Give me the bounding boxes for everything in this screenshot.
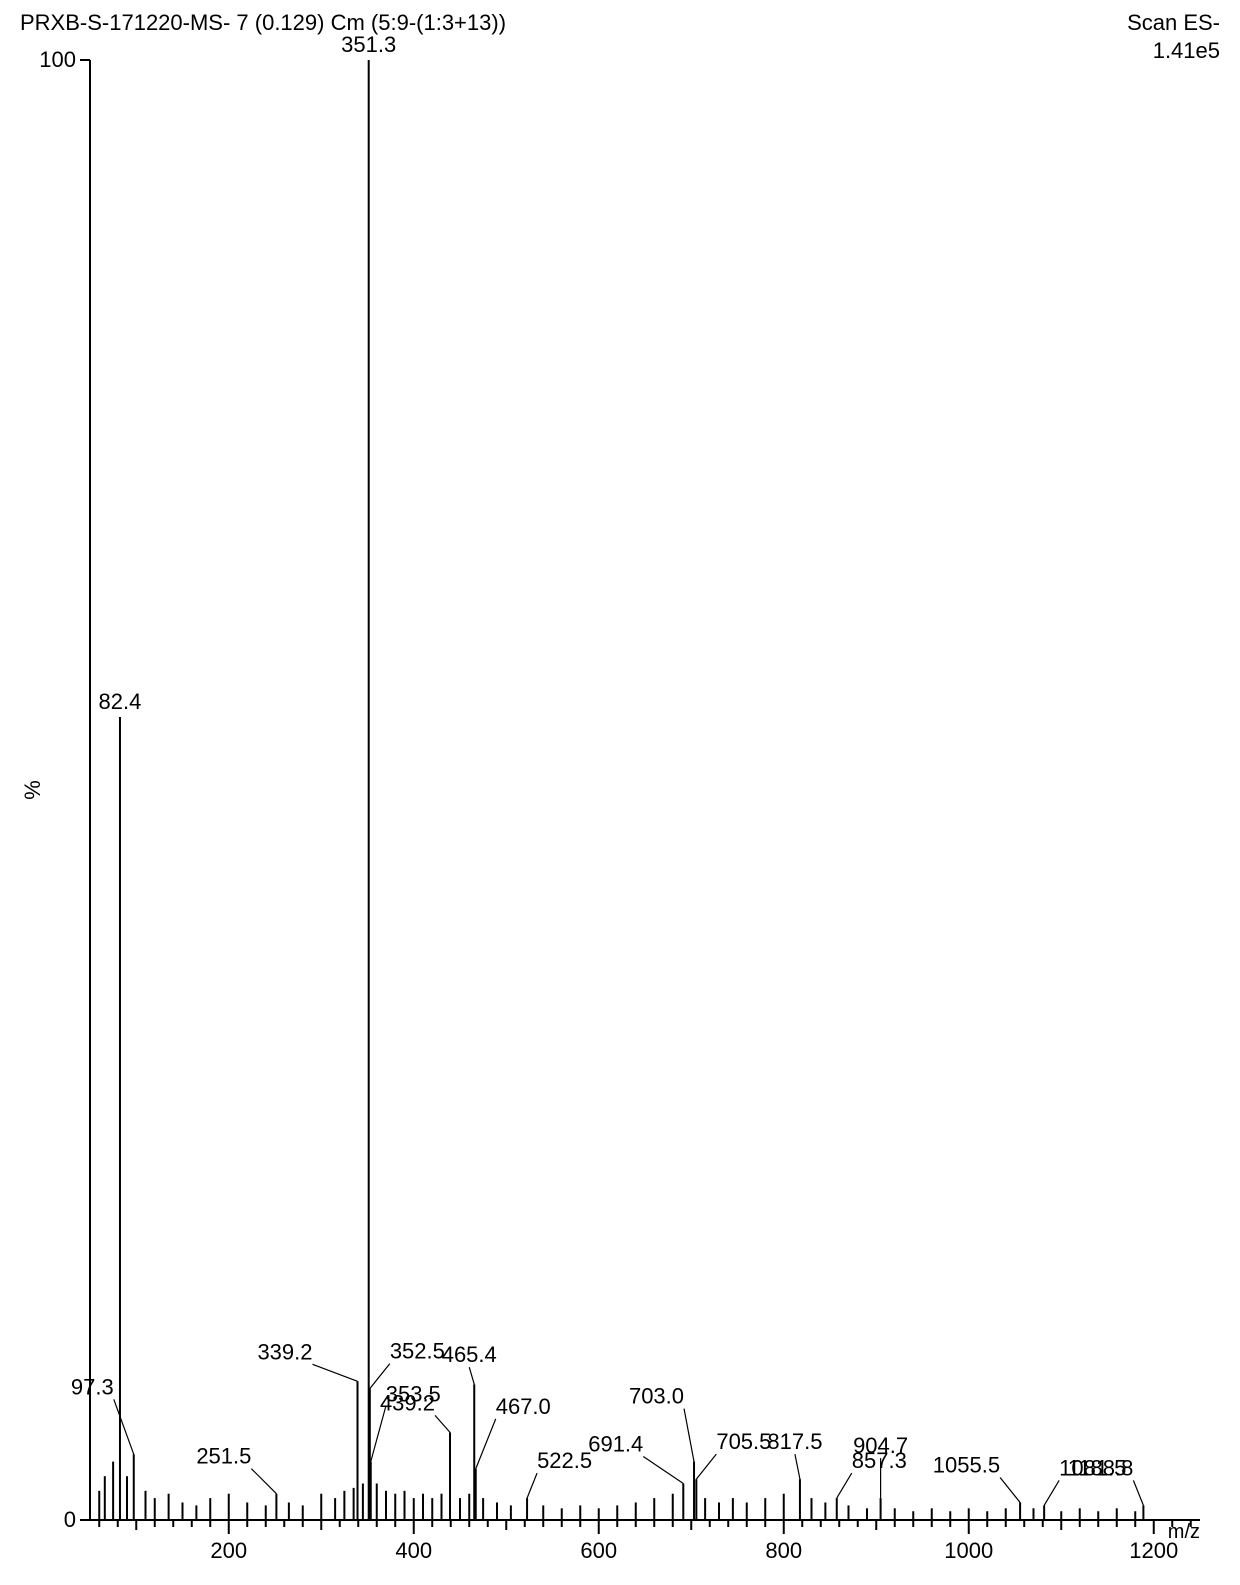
peak-label: 82.4 bbox=[99, 689, 142, 714]
peak-label: 97.3 bbox=[71, 1374, 114, 1399]
chart-title: PRXB-S-171220-MS- 7 (0.129) Cm (5:9-(1:3… bbox=[20, 10, 506, 35]
peak-leader bbox=[1133, 1480, 1143, 1505]
peak-label: 1188.8 bbox=[1068, 1455, 1134, 1480]
y-axis-label: % bbox=[20, 780, 45, 800]
peak-leader bbox=[696, 1454, 716, 1479]
peak-label: 251.5 bbox=[196, 1444, 251, 1469]
peak-leader bbox=[1044, 1480, 1059, 1505]
peak-label: 705.5 bbox=[716, 1429, 771, 1454]
scan-mode-label: Scan ES- bbox=[1127, 10, 1220, 35]
peak-label: 465.4 bbox=[442, 1342, 497, 1367]
mass-spectrum-chart: PRXB-S-171220-MS- 7 (0.129) Cm (5:9-(1:3… bbox=[0, 0, 1240, 1585]
peak-leader bbox=[684, 1409, 694, 1462]
peak-leader bbox=[1000, 1477, 1020, 1502]
peak-leader bbox=[837, 1473, 852, 1498]
y-tick-label: 0 bbox=[64, 1507, 76, 1532]
peak-label: 439.2 bbox=[380, 1390, 435, 1415]
x-tick-label: 800 bbox=[765, 1538, 802, 1563]
peak-label: 339.2 bbox=[257, 1339, 312, 1364]
peak-leader bbox=[313, 1364, 358, 1381]
peak-label: 351.3 bbox=[341, 32, 396, 57]
peak-label: 817.5 bbox=[767, 1429, 822, 1454]
x-tick-label: 1000 bbox=[944, 1538, 993, 1563]
peak-leader bbox=[114, 1399, 134, 1454]
peak-leader bbox=[435, 1415, 450, 1432]
peak-leader bbox=[251, 1469, 276, 1494]
spectrum-svg: PRXB-S-171220-MS- 7 (0.129) Cm (5:9-(1:3… bbox=[0, 0, 1240, 1585]
peak-label: 691.4 bbox=[588, 1432, 643, 1457]
peak-leader bbox=[469, 1367, 474, 1384]
peak-label: 352.5 bbox=[390, 1339, 445, 1364]
x-tick-label: 600 bbox=[580, 1538, 617, 1563]
base-intensity-label: 1.41e5 bbox=[1153, 38, 1220, 63]
peak-label: 703.0 bbox=[629, 1384, 684, 1409]
peak-label: 522.5 bbox=[537, 1448, 592, 1473]
peak-leader bbox=[643, 1457, 683, 1484]
y-tick-label: 100 bbox=[39, 47, 76, 72]
peak-leader bbox=[476, 1419, 496, 1469]
peak-label: 904.7 bbox=[853, 1433, 908, 1458]
peak-label: 467.0 bbox=[496, 1394, 551, 1419]
peak-leader bbox=[527, 1473, 537, 1498]
x-tick-label: 400 bbox=[395, 1538, 432, 1563]
x-tick-label: 200 bbox=[210, 1538, 247, 1563]
peak-leader bbox=[795, 1454, 800, 1479]
peak-label: 1055.5 bbox=[933, 1452, 1000, 1477]
x-axis-label: m/z bbox=[1168, 1521, 1200, 1543]
